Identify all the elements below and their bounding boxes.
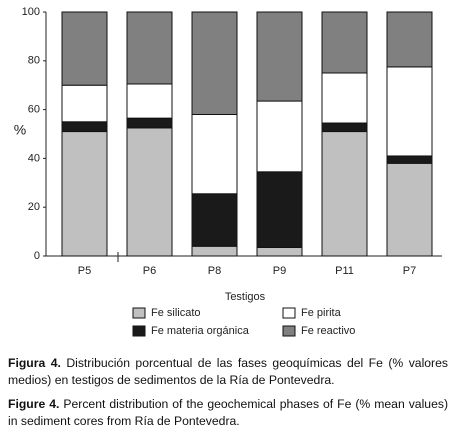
y-tick-label: 100 — [22, 6, 40, 18]
x-axis-label: Testigos — [225, 291, 266, 303]
bar-segment — [61, 84, 108, 123]
bar-segment — [126, 83, 173, 119]
bar-segment — [256, 246, 303, 257]
x-tick-label: P7 — [403, 265, 416, 277]
y-tick-label: 20 — [28, 201, 40, 213]
bar-segment — [61, 131, 108, 257]
caption-text: Distribución porcentual de las fases geo… — [8, 356, 448, 387]
y-tick-label: 80 — [28, 55, 40, 67]
x-tick-label: P8 — [208, 265, 221, 277]
legend-swatch — [132, 325, 146, 337]
y-tick-label: 0 — [34, 250, 40, 262]
legend-label: Fe materia orgánica — [151, 325, 250, 337]
x-tick-label: P5 — [78, 265, 91, 277]
legend-swatch — [282, 325, 296, 337]
caption-label: Figure 4. — [8, 397, 60, 411]
caption-english: Figure 4. Percent distribution of the ge… — [8, 396, 448, 430]
x-tick-label: P11 — [335, 265, 354, 277]
bar-segment — [61, 121, 108, 133]
bar-segment — [191, 193, 238, 247]
bar-segment — [386, 11, 433, 68]
legend-label: Fe reactivo — [301, 325, 355, 337]
bar-segment — [321, 72, 368, 124]
bar-segment — [321, 122, 368, 133]
legend-swatch — [132, 307, 146, 319]
y-tick-label: 40 — [28, 152, 40, 164]
y-axis-label: % — [14, 122, 26, 138]
legend-swatch — [282, 307, 296, 319]
bar-segment — [191, 113, 238, 195]
bar-segment — [386, 155, 433, 164]
caption-spanish: Figura 4. Distribución porcentual de las… — [8, 355, 448, 389]
legend-label: Fe silicato — [151, 307, 201, 319]
bar-segment — [256, 11, 303, 102]
caption-text: Percent distribution of the geochemical … — [8, 397, 448, 428]
bar-segment — [256, 100, 303, 173]
bar-segment — [321, 131, 368, 257]
bar-segment — [386, 162, 433, 257]
bar-segment — [386, 66, 433, 157]
bar-segment — [61, 11, 108, 86]
caption-label: Figura 4. — [8, 356, 61, 370]
y-tick-label: 60 — [28, 104, 40, 116]
legend-label: Fe pirita — [301, 307, 342, 319]
bar-segment — [191, 245, 238, 257]
x-tick-label: P9 — [273, 265, 286, 277]
bar-segment — [126, 117, 173, 129]
bar-segment — [321, 11, 368, 74]
bar-segment — [126, 127, 173, 257]
bar-segment — [256, 171, 303, 248]
chart: % Testigos 0 20 40 60 80 100 P5 P6 P8 P9 P11 P7 Fe s… — [14, 6, 442, 337]
bar-segment — [126, 11, 173, 85]
x-tick-label: P6 — [143, 265, 156, 277]
bar-segment — [191, 11, 238, 115]
